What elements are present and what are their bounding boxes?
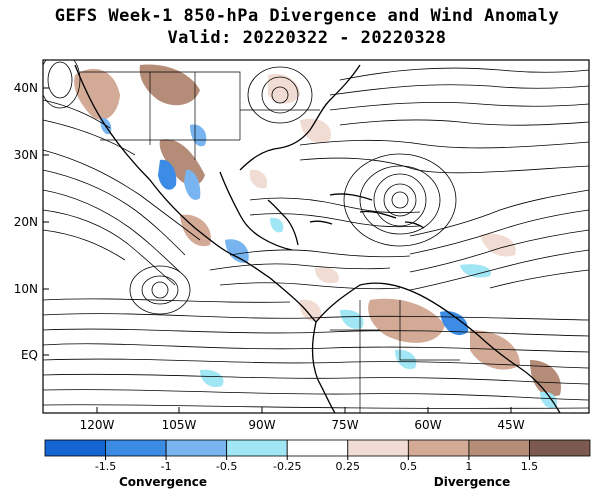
colorbar-tick-label: -0.25 bbox=[273, 460, 301, 473]
lat-label-20n: 20N bbox=[14, 215, 38, 229]
valid-date-range: Valid: 20220322 - 20220328 bbox=[167, 28, 447, 48]
colorbar-swatch bbox=[347, 439, 409, 457]
colorbar-swatch bbox=[468, 439, 530, 457]
colorbar-tick-label: 0.5 bbox=[400, 460, 418, 473]
colorbar-tick-label: -0.5 bbox=[216, 460, 237, 473]
colorbar-swatch bbox=[165, 439, 228, 457]
colorbar-swatches bbox=[44, 439, 591, 457]
colorbar-swatch bbox=[529, 439, 591, 457]
lon-label-75w: 75W bbox=[331, 418, 358, 432]
convergence-label: Convergence bbox=[119, 475, 207, 489]
colorbar-tick-label: -1 bbox=[161, 460, 172, 473]
colorbar-swatch bbox=[226, 439, 288, 457]
map-body bbox=[43, 60, 589, 413]
colorbar-swatch bbox=[286, 439, 349, 457]
map-title: GEFS Week-1 850-hPa Divergence and Wind … bbox=[54, 6, 560, 26]
colorbar-swatch bbox=[105, 439, 167, 457]
divergence-label: Divergence bbox=[434, 475, 510, 489]
latitude-axis: 40N 30N 20N 10N EQ bbox=[14, 81, 49, 362]
longitude-axis: 120W 105W 90W 75W 60W 45W bbox=[80, 407, 525, 432]
lon-label-120w: 120W bbox=[80, 418, 115, 432]
lon-label-105w: 105W bbox=[162, 418, 197, 432]
colorbar-tick-label: 1.5 bbox=[521, 460, 539, 473]
lon-label-60w: 60W bbox=[414, 418, 441, 432]
colorbar-tick-label: -1.5 bbox=[95, 460, 116, 473]
lat-label-eq: EQ bbox=[21, 348, 38, 362]
coastlines bbox=[74, 64, 561, 413]
lat-label-30n: 30N bbox=[14, 148, 38, 162]
lon-label-45w: 45W bbox=[497, 418, 524, 432]
colorbar-tick-label: 0.25 bbox=[336, 460, 361, 473]
political-borders bbox=[80, 71, 460, 413]
colorbar-swatch bbox=[44, 439, 106, 457]
lat-label-40n: 40N bbox=[14, 81, 38, 95]
lat-label-10n: 10N bbox=[14, 282, 38, 296]
colorbar-swatch bbox=[407, 439, 470, 457]
colorbar-tick-label: 1 bbox=[465, 460, 472, 473]
map-frame bbox=[42, 59, 590, 414]
colorbar: -1.5 -1 -0.5 -0.25 0.25 0.5 1 1.5 Convergence D… bbox=[44, 439, 591, 489]
lon-label-90w: 90W bbox=[248, 418, 275, 432]
colorbar-ticks: -1.5 -1 -0.5 -0.25 0.25 0.5 1 1.5 bbox=[95, 456, 538, 473]
wind-streamlines bbox=[43, 60, 589, 409]
